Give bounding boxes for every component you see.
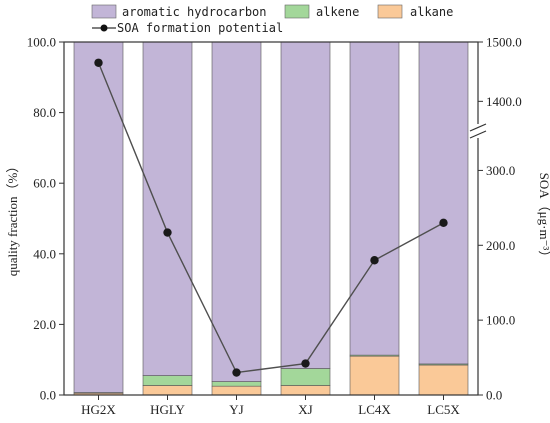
x-tick-label: HG2X	[81, 402, 116, 417]
bar-alkane-hgly	[142, 385, 193, 396]
bar-aromatic-hydrocarbon-hgly	[142, 41, 193, 376]
bar-alkene-hgly	[142, 375, 193, 386]
legend-marker-soa	[100, 24, 108, 32]
legend-label-alkane: alkane	[410, 5, 453, 19]
bar-aromatic-hydrocarbon-hg2x	[73, 41, 124, 393]
legend-swatch-aromatic	[91, 4, 117, 19]
bar-alkene-yj	[211, 381, 262, 387]
legend-swatch-alkane	[377, 4, 403, 19]
right-tick-label: 200.0	[486, 238, 515, 253]
bar-aromatic-hydrocarbon-lc4x	[349, 41, 400, 356]
legend-label-aromatic: aromatic hydrocarbon	[122, 5, 267, 19]
plot-frame	[63, 41, 479, 396]
left-tick-label: 60.0	[33, 176, 56, 191]
left-axis-label: quality fraction（%）	[5, 160, 20, 277]
x-tick-label: YJ	[229, 402, 243, 417]
right-tick-label: 1500.0	[486, 35, 522, 50]
bar-alkane-xj	[280, 385, 331, 396]
soa-point	[301, 359, 310, 368]
soa-point	[439, 218, 448, 228]
bars-layer	[73, 41, 469, 396]
x-tick-label: XJ	[298, 402, 312, 417]
left-tick-label: 80.0	[33, 105, 56, 120]
legend-label-alkene: alkene	[316, 5, 359, 19]
soa-point	[94, 58, 103, 67]
soa-point	[370, 256, 379, 265]
legend-swatch-alkene	[284, 4, 310, 19]
axis-break-marker	[469, 123, 487, 139]
soa-point	[232, 368, 241, 377]
left-tick-label: 20.0	[33, 317, 56, 332]
left-tick-label: 0.0	[40, 388, 56, 403]
bar-aromatic-hydrocarbon-lc5x	[418, 41, 469, 365]
legend: aromatic hydrocarbon alkene alkane SOA f…	[91, 4, 453, 35]
legend-label-soa: SOA formation potential	[117, 21, 283, 35]
left-tick-label: 100.0	[27, 35, 56, 50]
right-axis: 0.0 100.0 200.0 300.0 1400.0 1500.0	[478, 35, 522, 403]
left-axis: 0.0 20.0 40.0 60.0 80.0 100.0	[27, 35, 64, 403]
x-axis: HG2X HGLY YJ XJ LC4X LC5X	[81, 395, 460, 417]
left-tick-label: 40.0	[33, 246, 56, 261]
soa-point	[163, 228, 172, 237]
bar-alkene-xj	[280, 368, 331, 386]
bar-alkane-yj	[211, 385, 262, 396]
soa-line	[97, 62, 444, 374]
x-tick-label: HGLY	[150, 402, 185, 417]
x-tick-label: LC5X	[427, 402, 460, 417]
bar-aromatic-hydrocarbon-xj	[280, 41, 331, 369]
right-tick-label: 1400.0	[486, 94, 522, 109]
x-tick-label: LC4X	[358, 402, 391, 417]
right-tick-label: 100.0	[486, 313, 515, 328]
right-tick-label: 300.0	[486, 163, 515, 178]
right-axis-label: SOA（μg·m⁻³）	[537, 173, 550, 264]
bar-alkane-lc4x	[349, 355, 400, 396]
soa-line-layer	[94, 58, 448, 377]
bar-alkane-lc5x	[418, 364, 469, 396]
right-tick-label: 0.0	[486, 388, 502, 403]
bar-aromatic-hydrocarbon-yj	[211, 41, 262, 382]
